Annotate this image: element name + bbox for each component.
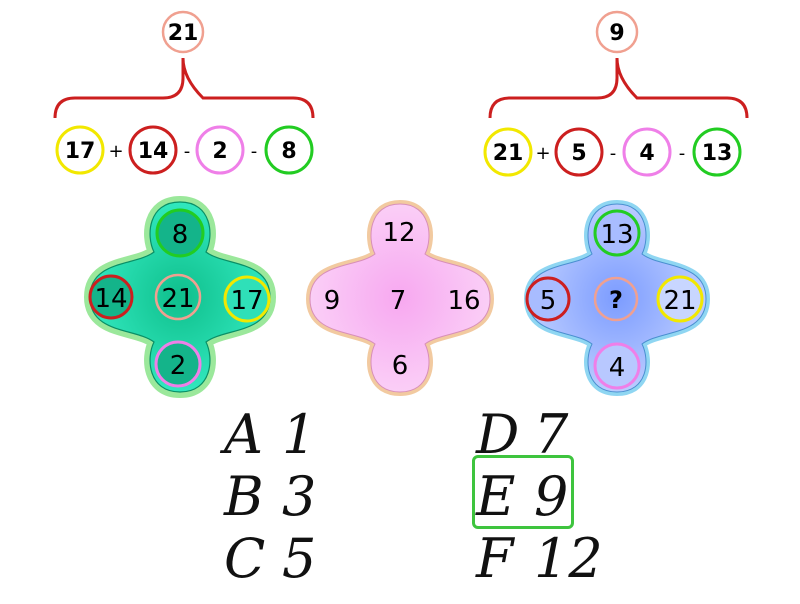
term-value: 8 — [281, 139, 296, 164]
answer-value: 7 — [534, 403, 569, 466]
clover-shape — [309, 203, 491, 393]
result-ring — [595, 10, 639, 54]
curly-brace — [488, 57, 749, 119]
center-value: 21 — [161, 284, 194, 314]
bottom-value: 6 — [392, 351, 409, 381]
operator: - — [184, 141, 191, 162]
left-value: 14 — [94, 284, 127, 314]
answer-letter: C — [224, 527, 266, 590]
puzzle-clover-3: 13 5 ? 21 4 — [524, 200, 710, 396]
right-ring — [223, 275, 271, 323]
bottom-ring — [154, 340, 202, 388]
center-ring — [593, 276, 639, 322]
top-value: 13 — [600, 220, 633, 250]
answer-value: 5 — [282, 527, 317, 590]
answer-value: 3 — [282, 465, 317, 528]
center-ring — [154, 273, 202, 321]
top-ring — [155, 208, 205, 258]
curly-brace — [53, 57, 315, 119]
term-value: 21 — [493, 141, 524, 166]
answer-letter: D — [476, 403, 520, 466]
clover-shape — [527, 203, 707, 393]
left-value: 9 — [324, 286, 341, 316]
right-value: 21 — [663, 286, 696, 316]
answer-value: 9 — [534, 465, 569, 528]
answer-letter: A — [224, 403, 263, 466]
right-value: 16 — [447, 286, 480, 316]
example-equation-1: 21 17 + 14 - 2 - 8 — [53, 10, 315, 175]
answer-option-f[interactable]: F 12 — [476, 532, 603, 586]
term-value: 14 — [138, 139, 169, 164]
answer-letter: E — [476, 465, 516, 528]
term-ring — [55, 125, 105, 175]
operator: + — [108, 141, 123, 162]
result-ring — [161, 10, 205, 54]
term-ring — [554, 127, 604, 177]
term-ring — [195, 125, 245, 175]
term-ring — [483, 127, 533, 177]
center-value: 7 — [390, 286, 407, 316]
term-ring — [622, 127, 672, 177]
right-value: 17 — [230, 286, 263, 316]
term-value: 13 — [702, 141, 733, 166]
operator: - — [679, 143, 686, 164]
term-ring — [692, 127, 742, 177]
operator: + — [535, 143, 550, 164]
result-value: 9 — [609, 21, 624, 46]
result-value: 21 — [168, 21, 199, 46]
term-ring — [264, 125, 314, 175]
left-value: 5 — [540, 286, 557, 316]
answer-value: 12 — [534, 527, 603, 590]
term-ring — [128, 125, 178, 175]
bottom-value: 2 — [170, 351, 187, 381]
center-value: ? — [609, 286, 623, 314]
left-ring — [88, 274, 134, 320]
top-value: 8 — [172, 220, 189, 250]
answer-letter: F — [476, 527, 514, 590]
top-value: 12 — [382, 218, 415, 248]
answer-letter: B — [224, 465, 264, 528]
bottom-value: 4 — [609, 353, 626, 383]
bottom-ring — [593, 342, 641, 390]
operator: - — [610, 143, 617, 164]
answer-value: 1 — [282, 403, 317, 466]
top-ring — [593, 209, 641, 257]
term-value: 2 — [212, 139, 227, 164]
left-ring — [525, 276, 571, 322]
right-ring — [656, 275, 704, 323]
term-value: 4 — [639, 141, 654, 166]
term-value: 5 — [571, 141, 586, 166]
puzzle-clover-1: 8 14 21 17 2 — [84, 196, 276, 398]
operator: - — [251, 141, 258, 162]
puzzle-clover-2: 12 9 7 16 6 — [306, 200, 494, 396]
term-value: 17 — [65, 139, 96, 164]
clover-shape — [89, 201, 271, 393]
example-equation-2: 9 21 + 5 - 4 - 13 — [483, 10, 749, 177]
answer-highlight-box — [472, 455, 574, 529]
